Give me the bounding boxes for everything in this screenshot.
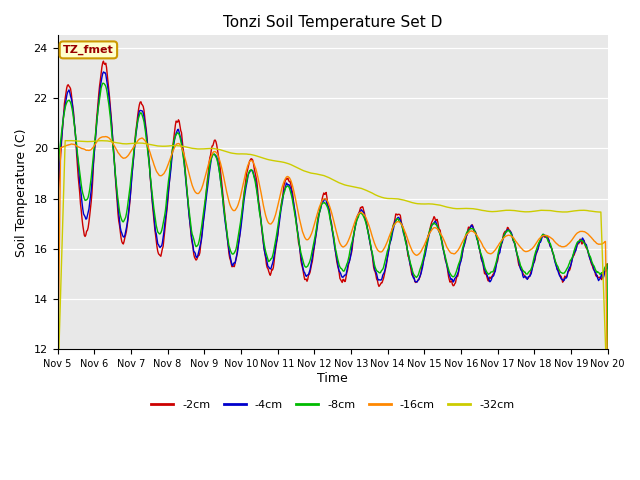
-2cm	[206, 155, 214, 161]
-4cm	[54, 416, 61, 422]
-8cm	[604, 390, 612, 396]
-2cm	[54, 420, 61, 426]
-16cm	[177, 143, 184, 149]
-16cm	[604, 391, 612, 397]
-2cm	[417, 273, 424, 279]
Line: -8cm: -8cm	[58, 84, 608, 393]
Legend: -2cm, -4cm, -8cm, -16cm, -32cm: -2cm, -4cm, -8cm, -16cm, -32cm	[147, 396, 519, 415]
-8cm	[401, 232, 408, 238]
-2cm	[121, 235, 129, 240]
-8cm	[177, 138, 184, 144]
-16cm	[54, 396, 61, 402]
-32cm	[401, 197, 408, 203]
-8cm	[63, 98, 71, 104]
Line: -32cm: -32cm	[58, 141, 608, 409]
Line: -4cm: -4cm	[58, 72, 608, 419]
-4cm	[604, 264, 612, 270]
-16cm	[417, 250, 424, 255]
-4cm	[121, 232, 129, 238]
-4cm	[417, 273, 424, 278]
-32cm	[121, 141, 129, 147]
Line: -2cm: -2cm	[58, 61, 608, 423]
-4cm	[100, 69, 108, 75]
-16cm	[63, 142, 71, 148]
-2cm	[401, 229, 408, 235]
-32cm	[604, 407, 612, 412]
Y-axis label: Soil Temperature (C): Soil Temperature (C)	[15, 128, 28, 257]
-8cm	[54, 326, 61, 332]
-8cm	[121, 216, 129, 222]
-2cm	[100, 58, 108, 64]
-4cm	[177, 135, 184, 141]
-32cm	[417, 201, 424, 207]
Line: -16cm: -16cm	[58, 136, 608, 399]
-2cm	[63, 83, 71, 88]
-32cm	[206, 145, 214, 151]
-32cm	[63, 138, 71, 144]
-4cm	[401, 232, 408, 238]
-8cm	[100, 81, 108, 86]
Text: TZ_fmet: TZ_fmet	[63, 45, 114, 55]
-2cm	[604, 261, 612, 267]
-32cm	[66, 138, 74, 144]
-8cm	[417, 265, 424, 271]
-32cm	[54, 393, 61, 399]
Title: Tonzi Soil Temperature Set D: Tonzi Soil Temperature Set D	[223, 15, 442, 30]
-8cm	[206, 163, 214, 168]
-16cm	[401, 227, 408, 233]
X-axis label: Time: Time	[317, 372, 348, 385]
-16cm	[206, 157, 214, 163]
-4cm	[206, 167, 214, 172]
-32cm	[177, 143, 184, 149]
-2cm	[177, 128, 184, 133]
-4cm	[63, 90, 71, 96]
-16cm	[102, 133, 109, 139]
-16cm	[121, 155, 129, 161]
